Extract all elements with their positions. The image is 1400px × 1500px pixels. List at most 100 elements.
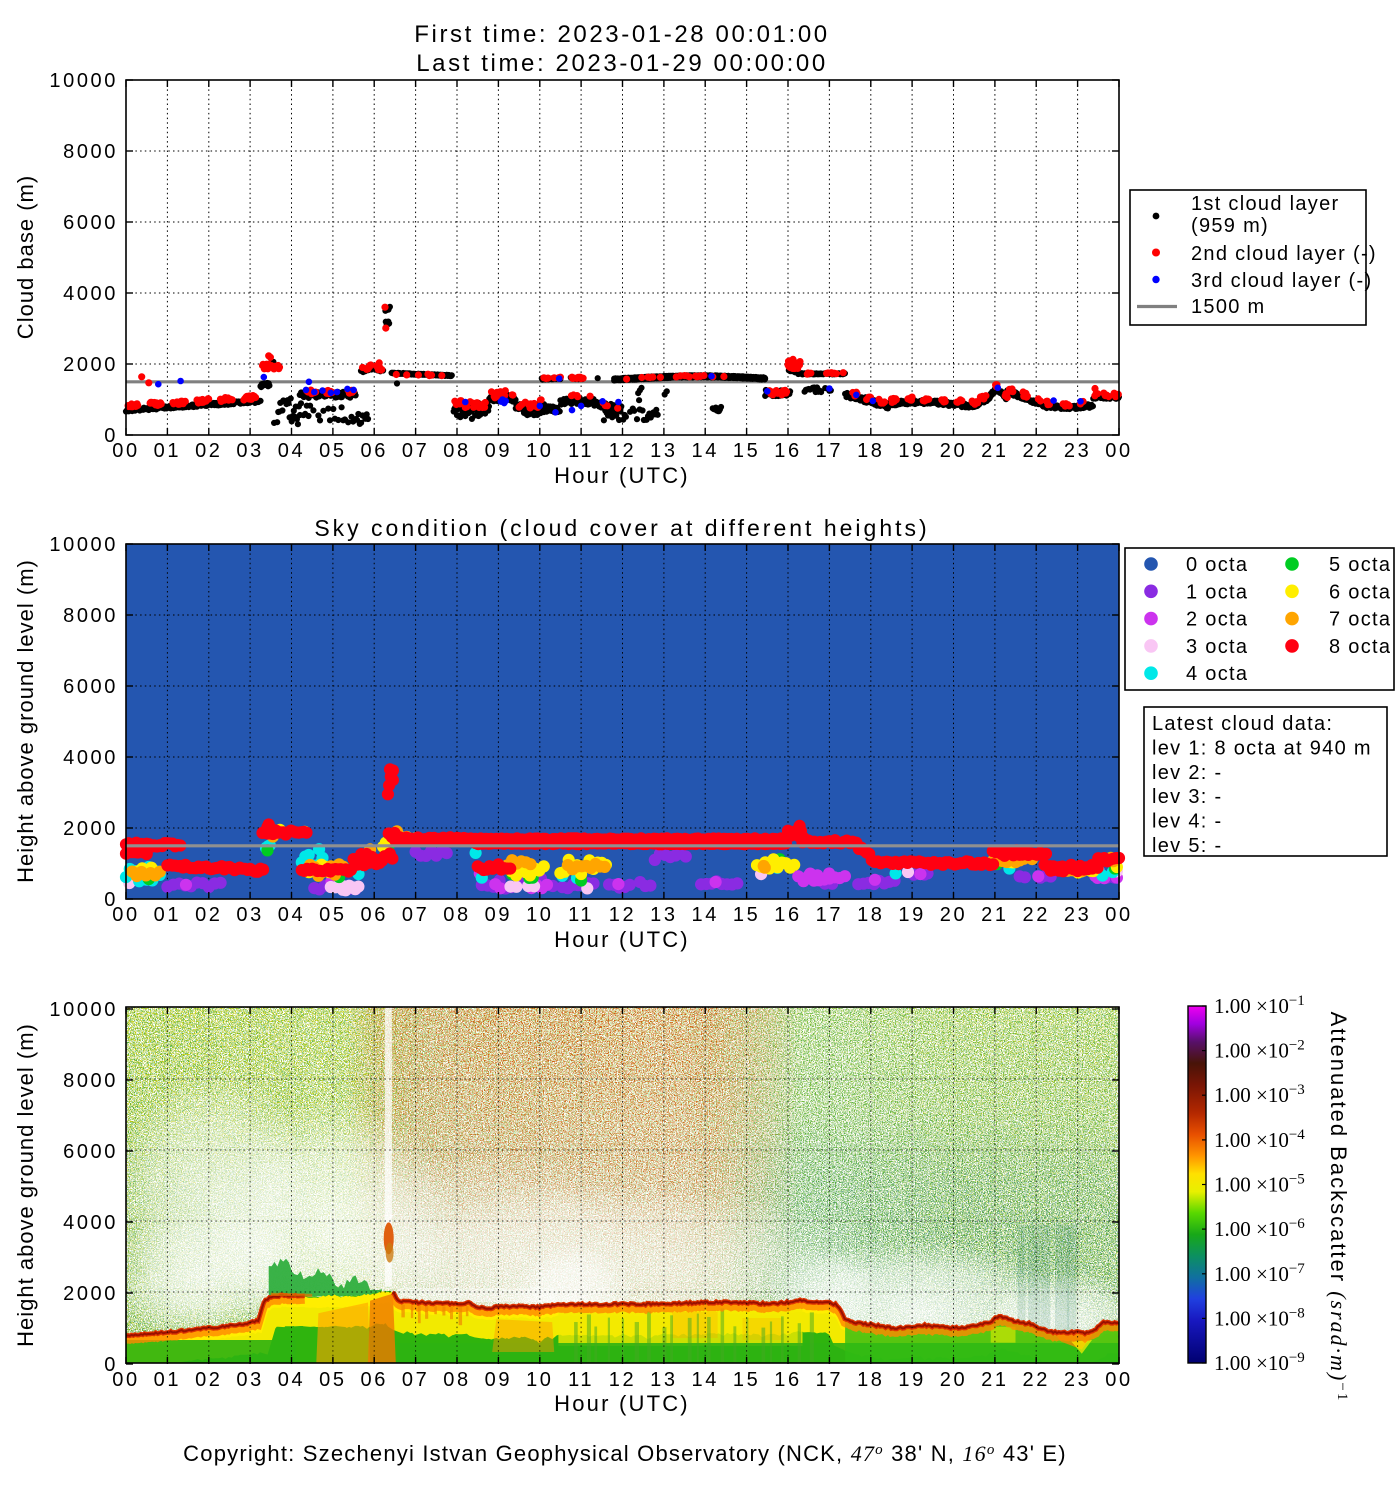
svg-text:17: 17 xyxy=(816,440,843,462)
svg-text:03: 03 xyxy=(236,1369,263,1391)
svg-text:11: 11 xyxy=(568,440,594,462)
svg-text:00: 00 xyxy=(112,440,139,462)
svg-text:23: 23 xyxy=(1064,440,1091,462)
svg-text:00: 00 xyxy=(112,904,139,926)
svg-text:Latest cloud data:: Latest cloud data: xyxy=(1152,713,1333,735)
svg-text:16: 16 xyxy=(774,1369,801,1391)
svg-text:12: 12 xyxy=(609,440,636,462)
svg-text:Hour (UTC): Hour (UTC) xyxy=(554,1391,690,1416)
svg-text:6000: 6000 xyxy=(63,212,118,234)
svg-text:8 octa: 8 octa xyxy=(1329,636,1391,658)
svg-text:00: 00 xyxy=(1105,440,1132,462)
svg-text:17: 17 xyxy=(816,904,843,926)
svg-text:7 octa: 7 octa xyxy=(1329,609,1391,631)
svg-text:15: 15 xyxy=(733,904,760,926)
svg-text:07: 07 xyxy=(402,440,429,462)
svg-text:1st cloud layer: 1st cloud layer xyxy=(1191,193,1339,215)
svg-text:14: 14 xyxy=(691,904,718,926)
svg-text:18: 18 xyxy=(857,904,884,926)
svg-text:03: 03 xyxy=(236,440,263,462)
svg-text:01: 01 xyxy=(154,904,181,926)
svg-text:23: 23 xyxy=(1064,904,1091,926)
svg-text:10: 10 xyxy=(526,1369,553,1391)
svg-text:8000: 8000 xyxy=(63,1070,118,1092)
svg-text:10000: 10000 xyxy=(49,70,118,92)
svg-text:15: 15 xyxy=(733,1369,760,1391)
svg-text:05: 05 xyxy=(319,1369,346,1391)
svg-text:10: 10 xyxy=(526,904,553,926)
svg-text:0 octa: 0 octa xyxy=(1186,554,1248,576)
svg-text:04: 04 xyxy=(278,1369,305,1391)
svg-text:0: 0 xyxy=(104,1354,118,1376)
svg-text:00: 00 xyxy=(112,1369,139,1391)
svg-text:01: 01 xyxy=(154,1369,181,1391)
svg-text:21: 21 xyxy=(981,440,1008,462)
svg-text:07: 07 xyxy=(402,904,429,926)
svg-text:Attenuated Backscatter (srad·m: Attenuated Backscatter (srad·m)−1 xyxy=(1326,1012,1351,1403)
svg-text:First time: 2023-01-28 00:01:0: First time: 2023-01-28 00:01:00 xyxy=(414,21,829,48)
svg-text:11: 11 xyxy=(568,1369,594,1391)
svg-text:17: 17 xyxy=(816,1369,843,1391)
svg-text:Height above ground level (m): Height above ground level (m) xyxy=(13,1023,38,1347)
svg-text:Sky condition (cloud cover at: Sky condition (cloud cover at different … xyxy=(314,515,929,541)
svg-text:Last time: 2023-01-29 00:00:00: Last time: 2023-01-29 00:00:00 xyxy=(416,50,828,77)
svg-text:1 octa: 1 octa xyxy=(1186,581,1248,603)
svg-text:20: 20 xyxy=(940,440,967,462)
svg-text:06: 06 xyxy=(360,1369,387,1391)
svg-text:5 octa: 5 octa xyxy=(1329,554,1391,576)
svg-text:lev 5: -: lev 5: - xyxy=(1152,835,1222,857)
svg-text:05: 05 xyxy=(319,904,346,926)
svg-text:16: 16 xyxy=(774,904,801,926)
svg-text:09: 09 xyxy=(485,1369,512,1391)
svg-text:13: 13 xyxy=(650,1369,677,1391)
svg-text:08: 08 xyxy=(443,904,470,926)
svg-text:15: 15 xyxy=(733,440,760,462)
svg-text:3rd cloud layer (-): 3rd cloud layer (-) xyxy=(1191,270,1372,292)
svg-text:01: 01 xyxy=(154,440,181,462)
svg-text:1.00 ×10−1: 1.00 ×10−1 xyxy=(1214,993,1305,1018)
svg-text:Height above ground level (m): Height above ground level (m) xyxy=(13,559,38,883)
svg-text:1500 m: 1500 m xyxy=(1191,296,1266,318)
svg-text:08: 08 xyxy=(443,1369,470,1391)
svg-text:2000: 2000 xyxy=(63,1283,118,1305)
svg-text:2 octa: 2 octa xyxy=(1186,609,1248,631)
svg-text:Copyright: Szechenyi Istvan Ge: Copyright: Szechenyi Istvan Geophysical … xyxy=(183,1441,1067,1466)
svg-text:6 octa: 6 octa xyxy=(1329,581,1391,603)
svg-text:06: 06 xyxy=(360,904,387,926)
svg-text:12: 12 xyxy=(609,1369,636,1391)
svg-text:05: 05 xyxy=(319,440,346,462)
svg-text:21: 21 xyxy=(981,1369,1008,1391)
svg-text:Hour (UTC): Hour (UTC) xyxy=(554,927,690,952)
svg-text:20: 20 xyxy=(940,904,967,926)
svg-text:19: 19 xyxy=(898,1369,925,1391)
svg-text:19: 19 xyxy=(898,440,925,462)
svg-text:10000: 10000 xyxy=(49,999,118,1021)
svg-text:lev 2: -: lev 2: - xyxy=(1152,762,1222,784)
svg-text:4000: 4000 xyxy=(63,1212,118,1234)
svg-text:6000: 6000 xyxy=(63,676,118,698)
svg-text:4 octa: 4 octa xyxy=(1186,663,1248,685)
svg-text:Hour (UTC): Hour (UTC) xyxy=(554,463,690,488)
svg-text:07: 07 xyxy=(402,1369,429,1391)
svg-text:00: 00 xyxy=(1105,904,1132,926)
svg-text:22: 22 xyxy=(1022,1369,1049,1391)
svg-text:08: 08 xyxy=(443,440,470,462)
svg-text:10: 10 xyxy=(526,440,553,462)
svg-text:23: 23 xyxy=(1064,1369,1091,1391)
svg-text:16: 16 xyxy=(774,440,801,462)
svg-text:2000: 2000 xyxy=(63,354,118,376)
svg-text:03: 03 xyxy=(236,904,263,926)
svg-text:(959 m): (959 m) xyxy=(1191,215,1269,237)
svg-text:0: 0 xyxy=(104,889,118,911)
svg-text:2000: 2000 xyxy=(63,818,118,840)
svg-text:0: 0 xyxy=(104,425,118,447)
svg-text:06: 06 xyxy=(360,440,387,462)
svg-text:13: 13 xyxy=(650,904,677,926)
svg-text:18: 18 xyxy=(857,440,884,462)
svg-text:lev 4: -: lev 4: - xyxy=(1152,811,1222,833)
svg-text:19: 19 xyxy=(898,904,925,926)
svg-text:14: 14 xyxy=(691,440,718,462)
svg-text:8000: 8000 xyxy=(63,605,118,627)
svg-text:2nd cloud layer (-): 2nd cloud layer (-) xyxy=(1191,243,1377,265)
svg-text:6000: 6000 xyxy=(63,1141,118,1163)
